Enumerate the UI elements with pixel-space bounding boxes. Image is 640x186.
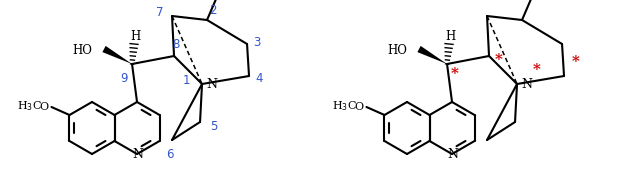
Text: *: *	[451, 67, 459, 81]
Text: O: O	[354, 102, 363, 112]
Text: H: H	[445, 31, 455, 44]
Text: 9: 9	[120, 71, 128, 84]
Text: HO: HO	[72, 44, 92, 57]
Text: 8: 8	[172, 38, 180, 51]
Text: 3: 3	[253, 36, 260, 49]
Text: 5: 5	[211, 119, 218, 132]
Text: *: *	[533, 63, 541, 77]
Text: H$_3$C: H$_3$C	[332, 99, 357, 113]
Text: 6: 6	[166, 147, 174, 161]
Text: HO: HO	[387, 44, 407, 57]
Polygon shape	[417, 46, 447, 64]
Text: N: N	[206, 78, 217, 91]
Text: 7: 7	[156, 7, 164, 20]
Text: N: N	[447, 148, 458, 161]
Text: *: *	[495, 53, 503, 67]
Text: O: O	[39, 102, 48, 112]
Text: 4: 4	[255, 71, 263, 84]
Text: 1: 1	[182, 73, 190, 86]
Text: H$_3$C: H$_3$C	[17, 99, 42, 113]
Text: *: *	[572, 55, 580, 69]
Text: N: N	[521, 78, 532, 91]
Text: H: H	[130, 31, 140, 44]
Text: 2: 2	[209, 4, 217, 17]
Polygon shape	[102, 46, 132, 64]
Text: N: N	[132, 148, 143, 161]
